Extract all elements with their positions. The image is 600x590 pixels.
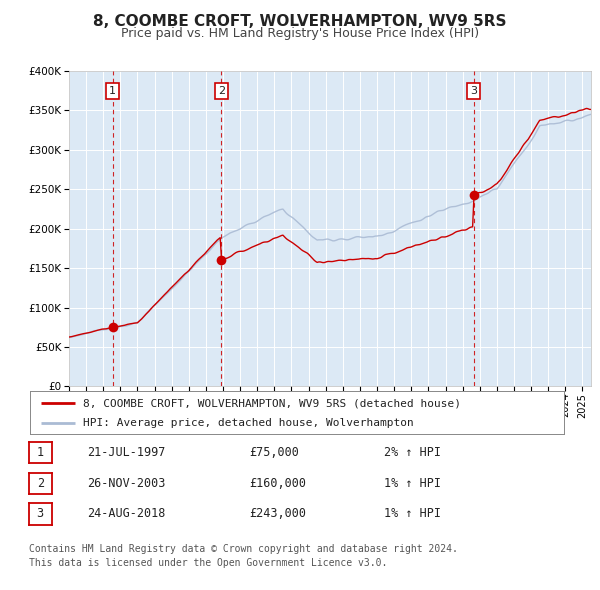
Text: This data is licensed under the Open Government Licence v3.0.: This data is licensed under the Open Gov… bbox=[29, 558, 387, 568]
Text: 8, COOMBE CROFT, WOLVERHAMPTON, WV9 5RS: 8, COOMBE CROFT, WOLVERHAMPTON, WV9 5RS bbox=[93, 14, 507, 29]
Text: 21-JUL-1997: 21-JUL-1997 bbox=[87, 446, 166, 459]
Text: 24-AUG-2018: 24-AUG-2018 bbox=[87, 507, 166, 520]
Text: Contains HM Land Registry data © Crown copyright and database right 2024.: Contains HM Land Registry data © Crown c… bbox=[29, 544, 458, 554]
Text: 2: 2 bbox=[218, 86, 225, 96]
Text: £75,000: £75,000 bbox=[249, 446, 299, 459]
Text: 2: 2 bbox=[37, 477, 44, 490]
Text: HPI: Average price, detached house, Wolverhampton: HPI: Average price, detached house, Wolv… bbox=[83, 418, 414, 428]
Text: 26-NOV-2003: 26-NOV-2003 bbox=[87, 477, 166, 490]
Text: 2% ↑ HPI: 2% ↑ HPI bbox=[384, 446, 441, 459]
Text: 1% ↑ HPI: 1% ↑ HPI bbox=[384, 507, 441, 520]
Text: £243,000: £243,000 bbox=[249, 507, 306, 520]
Text: 8, COOMBE CROFT, WOLVERHAMPTON, WV9 5RS (detached house): 8, COOMBE CROFT, WOLVERHAMPTON, WV9 5RS … bbox=[83, 398, 461, 408]
Text: 3: 3 bbox=[37, 507, 44, 520]
Text: 1: 1 bbox=[109, 86, 116, 96]
Text: Price paid vs. HM Land Registry's House Price Index (HPI): Price paid vs. HM Land Registry's House … bbox=[121, 27, 479, 40]
Text: 3: 3 bbox=[470, 86, 477, 96]
Text: 1% ↑ HPI: 1% ↑ HPI bbox=[384, 477, 441, 490]
Text: 1: 1 bbox=[37, 446, 44, 459]
Text: £160,000: £160,000 bbox=[249, 477, 306, 490]
